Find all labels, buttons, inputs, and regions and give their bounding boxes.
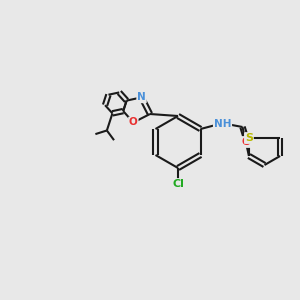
Text: Cl: Cl [172,179,184,189]
Text: O: O [242,137,251,147]
Text: S: S [245,133,253,143]
Text: O: O [129,118,138,128]
Text: N: N [137,92,146,102]
Text: NH: NH [214,119,231,129]
